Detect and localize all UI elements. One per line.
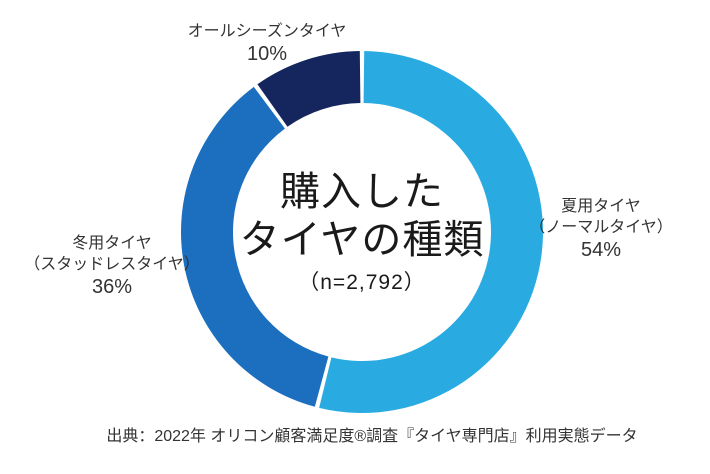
label-all-season-tire: オールシーズンタイヤ 10% [157,21,377,66]
label-winter-tire: 冬用タイヤ （スタッドレスタイヤ） 36% [12,233,212,299]
chart-title-line-2: タイヤの種類 [239,218,485,262]
slice-category-sublabel: （スタッドレスタイヤ） [24,256,200,273]
chart-sample-size: （n=2,792） [298,271,426,294]
slice-percent-label: 54% [580,239,622,261]
donut-slice-0 [319,51,543,413]
slice-category-label: 冬用タイヤ [72,235,152,252]
slice-percent-label: 36% [91,276,133,298]
slice-category-label: 夏用タイヤ [561,198,641,215]
chart-title-line-1: 購入した [280,170,444,214]
donut-slice-2 [257,51,361,127]
slice-percent-label: 10% [246,43,288,65]
slice-category-sublabel: （ノーマルタイヤ） [529,219,673,236]
chart-center-block: 購入した タイヤの種類 （n=2,792） [212,168,512,295]
label-summer-tire: 夏用タイヤ （ノーマルタイヤ） 54% [516,196,686,262]
source-caption: 出典：2022年 オリコン顧客満足度®調査『タイヤ専門店』利用実態データ [106,428,638,445]
slice-category-label: オールシーズンタイヤ [187,23,347,40]
donut-slice-1 [181,86,329,407]
